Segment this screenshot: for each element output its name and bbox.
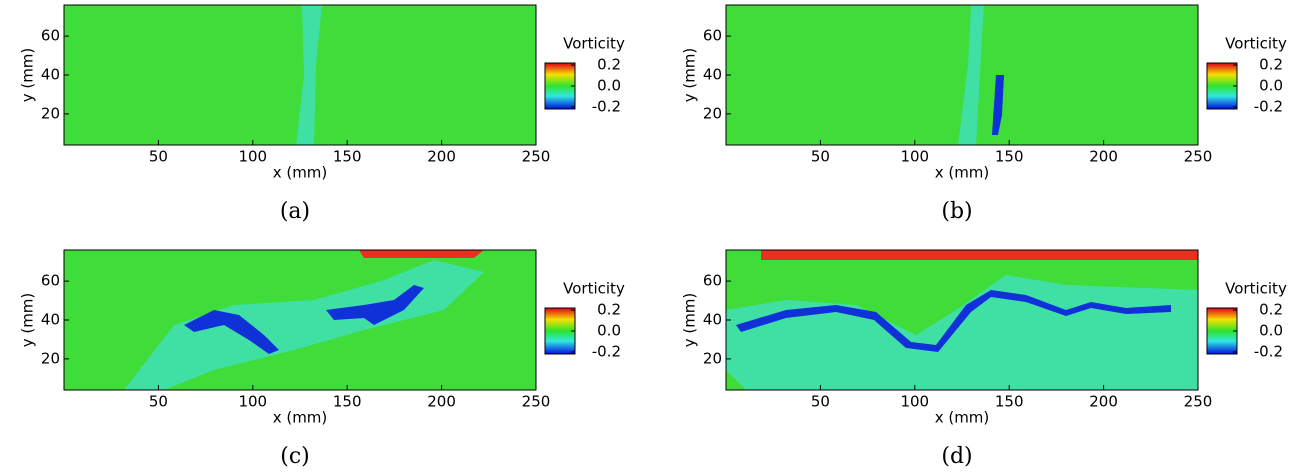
x-axis-label: x (mm) <box>273 409 328 427</box>
x-tick-label: 250 <box>522 393 551 411</box>
x-tick-label: 100 <box>900 393 929 411</box>
field-features <box>124 250 484 390</box>
colorbar-tick-label: 0.2 <box>597 56 621 74</box>
vortex-core <box>326 285 424 325</box>
caption: (b) <box>941 199 972 224</box>
y-axis-label: y (mm) <box>19 293 37 348</box>
low-vorticity-region <box>958 5 984 145</box>
colorbar-title: Vorticity <box>563 35 625 53</box>
colorbar <box>544 307 576 355</box>
colorbar-tick-label: 0.0 <box>597 77 621 95</box>
x-tick-label: 50 <box>149 148 168 166</box>
x-tick-label: 250 <box>522 148 551 166</box>
colorbar-tick-label: -0.2 <box>592 97 621 115</box>
x-tick-label: 50 <box>811 393 830 411</box>
x-axis-label: x (mm) <box>935 164 990 182</box>
colorbar-tick-label: 0.2 <box>597 301 621 319</box>
field-features <box>296 5 322 145</box>
x-tick-label: 200 <box>1089 393 1118 411</box>
colorbar <box>544 62 576 110</box>
y-tick-label: 60 <box>703 27 722 45</box>
x-axis-label: x (mm) <box>273 164 328 182</box>
y-tick-label: 20 <box>703 349 722 367</box>
wall-vorticity <box>761 250 1198 260</box>
y-tick-label: 40 <box>41 66 60 84</box>
colorbar-tick-label: 0.0 <box>597 322 621 340</box>
x-tick-label: 250 <box>1184 148 1213 166</box>
colorbar-tick-label: 0.2 <box>1259 301 1283 319</box>
y-axis-label: y (mm) <box>681 293 699 348</box>
vortex-core <box>184 310 279 354</box>
x-tick-label: 150 <box>333 393 362 411</box>
colorbar <box>1206 307 1238 355</box>
x-tick-label: 100 <box>238 393 267 411</box>
y-tick-label: 20 <box>41 104 60 122</box>
caption: (d) <box>941 444 972 469</box>
x-tick-label: 100 <box>900 148 929 166</box>
colorbar-title: Vorticity <box>1225 280 1287 298</box>
field-features <box>958 5 1004 145</box>
x-axis-label: x (mm) <box>935 409 990 427</box>
y-tick-label: 60 <box>41 27 60 45</box>
x-tick-label: 50 <box>811 148 830 166</box>
caption: (a) <box>280 199 310 224</box>
colorbar-tick-label: 0.0 <box>1259 77 1283 95</box>
colorbar-tick-label: -0.2 <box>592 342 621 360</box>
wall-vorticity <box>359 250 484 258</box>
y-tick-label: 40 <box>703 311 722 329</box>
vortex-core <box>992 75 1004 135</box>
y-tick-label: 20 <box>41 349 60 367</box>
colorbar-tick-label: -0.2 <box>1254 97 1283 115</box>
colorbar-tick-label: -0.2 <box>1254 342 1283 360</box>
field-features <box>726 250 1198 390</box>
x-tick-label: 250 <box>1184 393 1213 411</box>
low-vorticity-region <box>124 260 484 390</box>
y-tick-label: 60 <box>41 272 60 290</box>
x-tick-label: 200 <box>1089 148 1118 166</box>
y-axis-label: y (mm) <box>19 48 37 103</box>
y-tick-label: 40 <box>41 311 60 329</box>
x-tick-label: 150 <box>333 148 362 166</box>
y-tick-label: 40 <box>703 66 722 84</box>
x-tick-label: 200 <box>427 148 456 166</box>
x-tick-label: 200 <box>427 393 456 411</box>
colorbar <box>1206 62 1238 110</box>
y-tick-label: 20 <box>703 104 722 122</box>
colorbar-title: Vorticity <box>563 280 625 298</box>
x-tick-label: 50 <box>149 393 168 411</box>
x-tick-label: 150 <box>995 148 1024 166</box>
colorbar-title: Vorticity <box>1225 35 1287 53</box>
colorbar-tick-label: 0.0 <box>1259 322 1283 340</box>
y-tick-label: 60 <box>703 272 722 290</box>
y-axis-label: y (mm) <box>681 48 699 103</box>
low-vorticity-region <box>296 5 322 145</box>
colorbar-tick-label: 0.2 <box>1259 56 1283 74</box>
x-tick-label: 100 <box>238 148 267 166</box>
x-tick-label: 150 <box>995 393 1024 411</box>
caption: (c) <box>280 444 310 469</box>
low-vorticity-region <box>726 275 1198 390</box>
